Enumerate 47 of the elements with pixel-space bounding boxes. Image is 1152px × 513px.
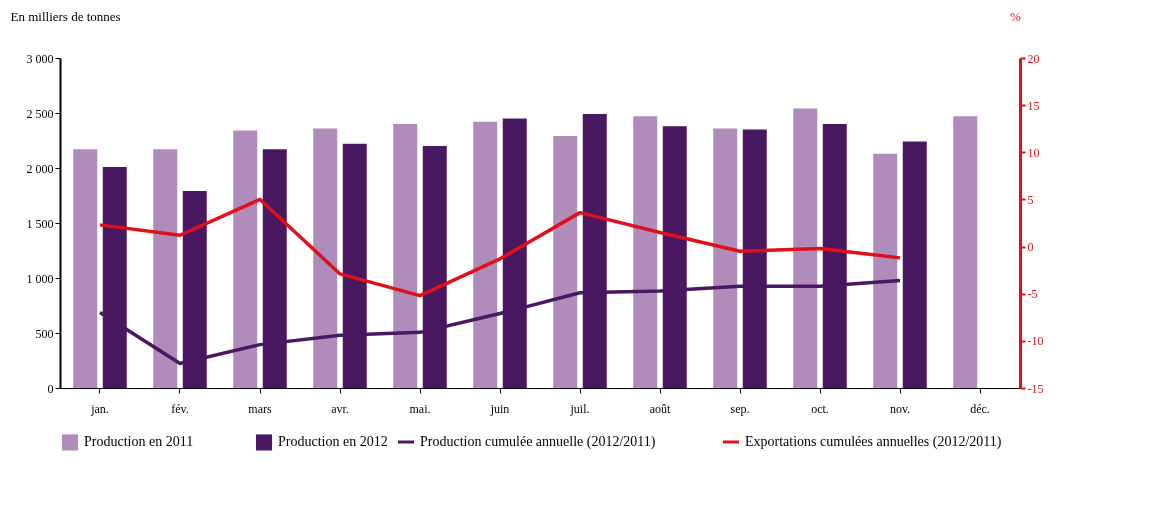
x-tick-label: jan. [90, 401, 109, 416]
legend-label: Production en 2011 [84, 434, 194, 450]
x-tick-label: avr. [331, 401, 349, 416]
bar [633, 116, 658, 388]
x-tick-label: juin [489, 401, 510, 416]
bar [393, 124, 418, 388]
bar [313, 128, 338, 388]
x-tick-label: sep. [730, 401, 750, 416]
y2-tick-label: 0 [1027, 240, 1034, 255]
y-tick-label: 3 000 [26, 51, 54, 66]
x-tick-label: mai. [409, 401, 431, 416]
y2-tick-label: 10 [1027, 145, 1040, 160]
y-tick-label: 2 000 [26, 161, 54, 176]
y-tick-label: 2 500 [26, 106, 54, 121]
y-tick-label: 1 500 [26, 216, 54, 231]
x-tick-label: août [649, 401, 671, 416]
y2-tick-label: -10 [1027, 334, 1044, 349]
y2-tick-label: -15 [1027, 381, 1044, 396]
bar [902, 141, 927, 388]
x-tick-label: déc. [970, 401, 990, 416]
legend-label: Exportations cumulées annuelles (2012/2011) [745, 434, 1002, 450]
y2-tick-label: -5 [1027, 287, 1038, 302]
bar [953, 116, 978, 388]
bar [153, 149, 178, 388]
y-tick-label: 1 000 [26, 271, 54, 286]
y-tick-label: 0 [47, 381, 54, 396]
bar [233, 130, 258, 388]
bar [873, 153, 898, 388]
x-tick-label: fév. [171, 401, 189, 416]
y2-tick-label: 15 [1027, 98, 1040, 113]
x-tick-label: mars [248, 401, 272, 416]
bar [793, 108, 818, 388]
legend-label: Production cumulée annuelle (2012/2011) [420, 434, 656, 450]
y-axis-title: En milliers de tonnes [10, 8, 121, 24]
y-tick-label: 500 [35, 326, 54, 341]
x-tick-label: oct. [811, 401, 829, 416]
bar [473, 121, 498, 388]
bar [713, 128, 738, 388]
line-series [98, 197, 902, 298]
y2-axis-title: % [1010, 8, 1022, 24]
x-tick-label: juil. [569, 401, 590, 416]
y2-tick-label: 5 [1027, 192, 1034, 207]
bar [73, 149, 98, 388]
bar [553, 136, 578, 388]
y2-tick-label: 20 [1027, 51, 1040, 66]
x-tick-label: nov. [889, 401, 911, 416]
legend-label: Production en 2012 [278, 434, 388, 450]
